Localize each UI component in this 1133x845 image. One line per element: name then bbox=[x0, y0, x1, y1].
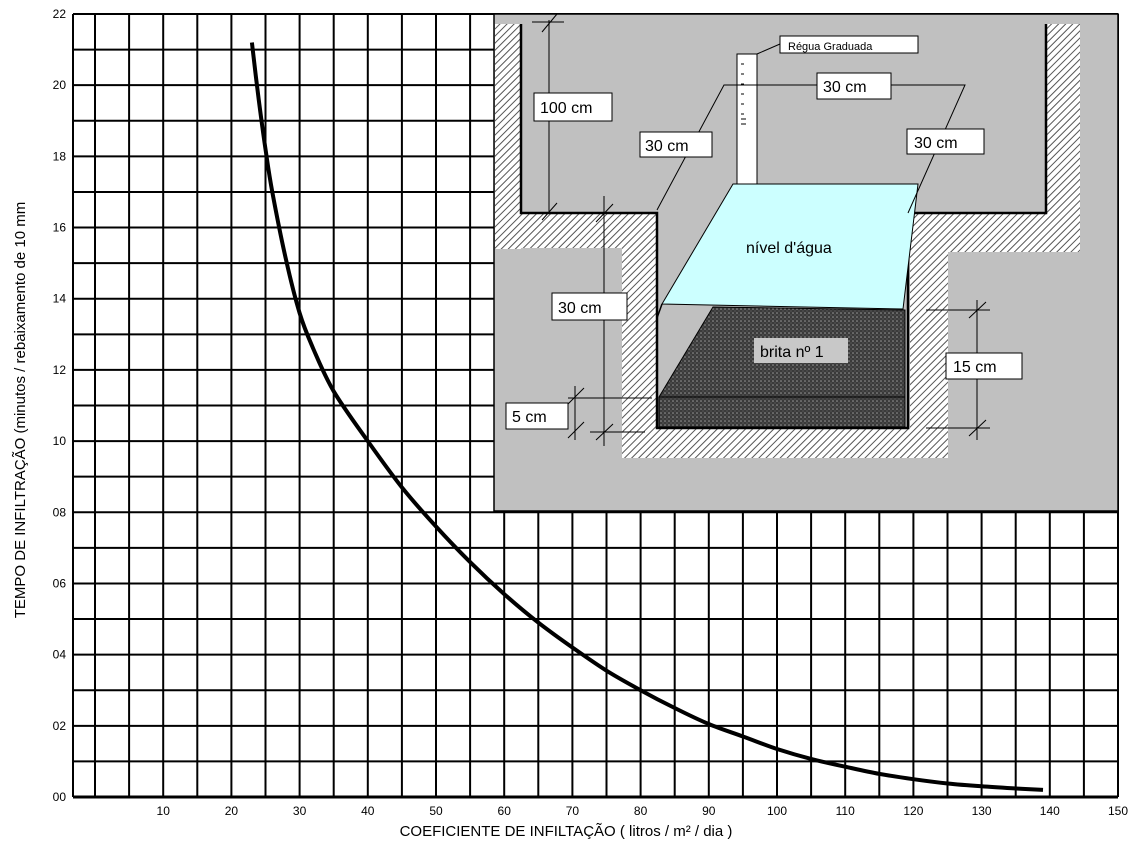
infiltration-test-diagram: Régua Graduada 100 cm 30 cm 30 cm 30 cm … bbox=[493, 13, 1119, 512]
dim-30-left-label: 30 cm bbox=[645, 138, 689, 155]
dim-5-box bbox=[505, 402, 569, 430]
x-tick-label: 90 bbox=[702, 804, 716, 818]
y-tick-label: 16 bbox=[53, 221, 67, 235]
dim-100-box bbox=[533, 92, 613, 122]
x-tick-label: 150 bbox=[1108, 804, 1128, 818]
y-tick-label: 00 bbox=[53, 790, 67, 804]
ruler-label-box bbox=[779, 35, 919, 54]
x-tick-label: 40 bbox=[361, 804, 375, 818]
x-tick-label: 130 bbox=[972, 804, 992, 818]
soil-hatch-pit-bottom bbox=[622, 428, 948, 458]
soil-hatch-right-shelf bbox=[910, 214, 1050, 252]
x-tick-label: 60 bbox=[498, 804, 512, 818]
y-axis-title: TEMPO DE INFILTRAÇÃO (minutos / rebaixam… bbox=[12, 202, 29, 619]
dim-5-label: 5 cm bbox=[512, 409, 547, 426]
dim-30-depth-box bbox=[551, 292, 628, 321]
y-tick-label: 02 bbox=[53, 719, 67, 733]
y-tick-label: 20 bbox=[53, 78, 67, 92]
y-tick-label: 22 bbox=[53, 7, 67, 21]
y-tick-label: 12 bbox=[53, 363, 67, 377]
x-tick-label: 100 bbox=[767, 804, 787, 818]
gravel-label-bg bbox=[754, 338, 848, 363]
x-axis-title: COEFICIENTE DE INFILTAÇÃO ( litros / m² … bbox=[400, 823, 733, 840]
y-tick-label: 14 bbox=[53, 292, 67, 306]
x-tick-label: 10 bbox=[157, 804, 171, 818]
dim-30-top-label: 30 cm bbox=[823, 79, 867, 96]
y-axis-ticks: 00 02 04 06 08 10 12 14 16 18 20 22 bbox=[53, 7, 67, 804]
dim-100-label: 100 cm bbox=[540, 100, 592, 117]
dim-30-top-box bbox=[816, 72, 892, 100]
dim-30-right-label: 30 cm bbox=[914, 135, 958, 152]
soil-hatch-pit-left bbox=[622, 214, 656, 457]
dim-30-depth-label: 30 cm bbox=[558, 300, 602, 317]
x-tick-label: 30 bbox=[293, 804, 307, 818]
y-tick-label: 06 bbox=[53, 576, 67, 590]
dim-30-right-box bbox=[906, 128, 985, 155]
ruler-label: Régua Graduada bbox=[788, 41, 873, 53]
dim-15-box bbox=[945, 352, 1023, 380]
x-tick-label: 50 bbox=[429, 804, 443, 818]
y-tick-label: 10 bbox=[53, 434, 67, 448]
x-tick-label: 140 bbox=[1040, 804, 1060, 818]
x-tick-label: 20 bbox=[225, 804, 239, 818]
x-tick-label: 110 bbox=[836, 804, 855, 818]
y-tick-label: 18 bbox=[53, 149, 67, 163]
water-surface bbox=[661, 183, 919, 310]
water-edge-left bbox=[656, 303, 663, 319]
y-tick-label: 04 bbox=[53, 648, 67, 662]
infiltration-curve bbox=[249, 42, 1044, 792]
ruler-marks bbox=[741, 63, 746, 125]
soil-hatch-left bbox=[495, 24, 521, 249]
dim-30-left-box bbox=[639, 131, 713, 158]
dim-30-left-leader bbox=[656, 84, 817, 211]
gravel-label: brita nº 1 bbox=[760, 344, 824, 361]
x-tick-label: 120 bbox=[903, 804, 923, 818]
water-level-label: nível d'água bbox=[746, 240, 832, 257]
y-tick-label: 08 bbox=[53, 505, 67, 519]
graduated-ruler bbox=[736, 53, 758, 185]
dim-30-right-leader bbox=[891, 84, 966, 214]
x-tick-label: 80 bbox=[634, 804, 648, 818]
ruler-leader bbox=[756, 43, 781, 55]
soil-hatch-pit-right bbox=[910, 214, 948, 457]
soil-hatch-right bbox=[1046, 24, 1080, 252]
excavation-outline bbox=[519, 24, 1048, 430]
dim-15-label: 15 cm bbox=[953, 359, 997, 376]
x-axis-ticks: 10 20 30 40 50 60 70 80 90 100 110 120 130 140 150 bbox=[157, 804, 1129, 818]
x-tick-label: 70 bbox=[566, 804, 580, 818]
